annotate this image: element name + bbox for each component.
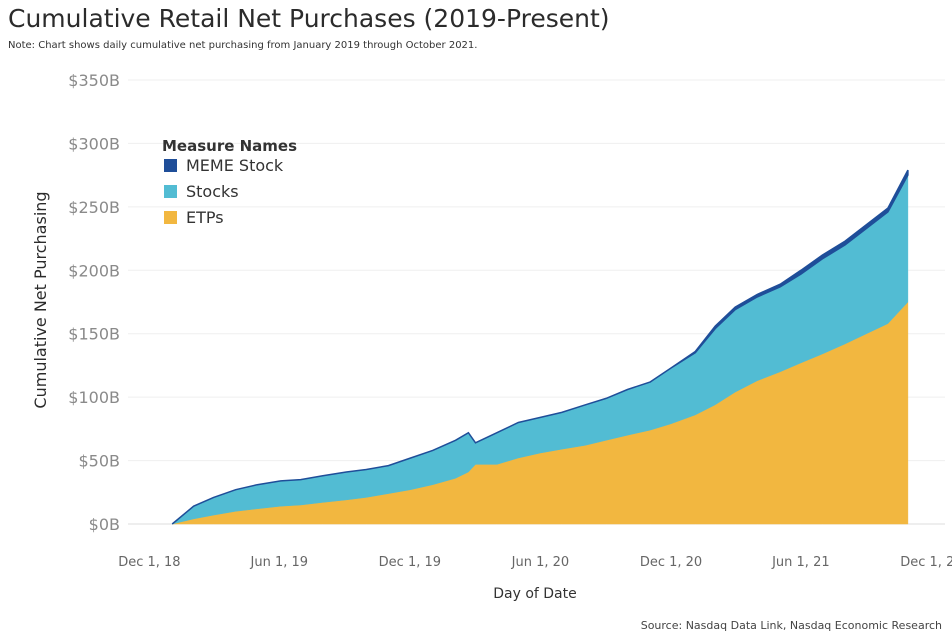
y-tick-label: $250B (68, 198, 120, 217)
legend-swatch (164, 185, 177, 198)
y-tick-label: $150B (68, 325, 120, 344)
x-tick-label: Dec 1, 19 (379, 555, 441, 570)
x-axis-label: Day of Date (493, 586, 577, 602)
legend-swatch (164, 159, 177, 172)
x-axis-ticks: Dec 1, 18 Jun 1, 19 Dec 1, 19 Jun 1, 20 Dec … (118, 555, 952, 570)
meme-stock-area (171, 169, 909, 525)
legend: Measure Names MEME Stock Stocks ETPs (162, 137, 297, 227)
legend-label: Stocks (186, 182, 239, 201)
y-tick-label: $200B (68, 261, 120, 280)
chart-title: Cumulative Retail Net Purchases (2019-Pr… (8, 4, 610, 33)
y-axis-ticks: $0B $50B $100B $150B $200B $250B $300B $350B (68, 71, 120, 534)
chart-subtitle: Note: Chart shows daily cumulative net p… (8, 40, 478, 51)
y-tick-label: $50B (78, 452, 120, 471)
x-tick-label: Dec 1, 21 (900, 555, 952, 570)
legend-title: Measure Names (162, 137, 297, 155)
x-tick-label: Dec 1, 18 (118, 555, 180, 570)
x-tick-label: Jun 1, 19 (250, 555, 309, 570)
y-tick-label: $0B (89, 515, 120, 534)
y-tick-label: $300B (68, 134, 120, 153)
area-series-group (171, 169, 909, 525)
legend-swatch (164, 211, 177, 224)
x-tick-label: Jun 1, 21 (771, 555, 830, 570)
y-tick-label: $100B (68, 388, 120, 407)
y-tick-label: $350B (68, 71, 120, 90)
x-tick-label: Jun 1, 20 (511, 555, 570, 570)
x-tick-label: Dec 1, 20 (640, 555, 702, 570)
source-note: Source: Nasdaq Data Link, Nasdaq Economi… (640, 619, 942, 632)
legend-label: ETPs (186, 208, 224, 227)
y-axis-label: Cumulative Net Purchasing (31, 191, 50, 408)
legend-label: MEME Stock (186, 156, 284, 175)
